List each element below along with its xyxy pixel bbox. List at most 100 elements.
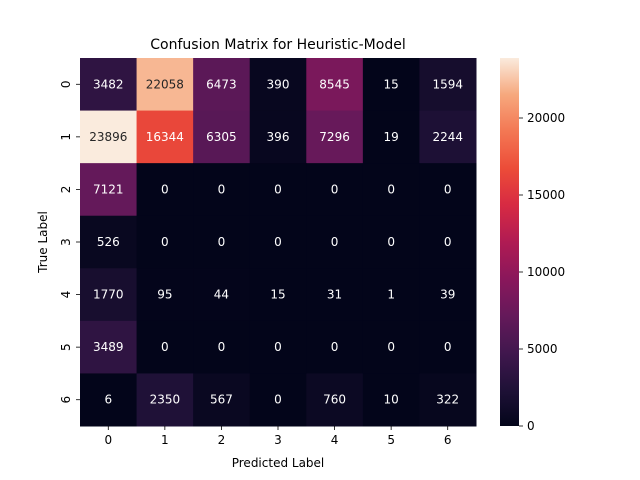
cell-value-5-4: 0 — [331, 340, 339, 354]
heatmap-cell-5-4 — [306, 320, 364, 374]
cell-value-6-1: 2350 — [150, 393, 181, 407]
cell-value-6-6: 322 — [436, 393, 459, 407]
y-tick-label-4: 4 — [59, 291, 73, 299]
heatmap-cell-3-2 — [193, 215, 251, 269]
heatmap-cell-3-6 — [419, 215, 477, 269]
heatmap-cell-1-5 — [362, 110, 420, 164]
cell-value-4-5: 1 — [387, 288, 395, 302]
y-tick-label-2: 2 — [59, 186, 73, 194]
heatmap-cell-0-6 — [419, 58, 477, 112]
cell-value-2-6: 0 — [444, 182, 452, 196]
colorbar-tick-label-2: 10000 — [527, 265, 565, 279]
heatmap-cell-4-1 — [136, 268, 194, 322]
x-axis-ticks: 0 1 2 3 4 5 6 — [104, 426, 452, 447]
heatmap-cell-5-1 — [136, 320, 194, 374]
cell-value-4-0: 1770 — [93, 288, 124, 302]
colorbar-tick-label-4: 20000 — [527, 111, 565, 125]
heatmap-cell-0-5 — [362, 58, 420, 112]
cell-value-6-4: 760 — [323, 393, 346, 407]
cell-value-3-3: 0 — [274, 235, 282, 249]
colorbar: 0 5000 10000 15000 20000 — [500, 58, 565, 433]
heatmap-cell-6-0 — [80, 373, 138, 427]
heatmap-cell-3-4 — [306, 215, 364, 269]
y-axis-label: True Label — [36, 211, 50, 274]
cell-value-6-2: 567 — [210, 393, 233, 407]
chart-title: Confusion Matrix for Heuristic-Model — [150, 37, 405, 53]
cell-value-0-2: 6473 — [206, 77, 237, 91]
cell-value-1-1: 16344 — [146, 130, 184, 144]
heatmap-cell-3-3 — [249, 215, 307, 269]
y-tick-label-3: 3 — [59, 238, 73, 246]
heatmap-cells — [80, 58, 477, 427]
heatmap-cell-3-5 — [362, 215, 420, 269]
cell-value-1-4: 7296 — [319, 130, 350, 144]
heatmap-cell-6-6 — [419, 373, 477, 427]
heatmap-cell-3-0 — [80, 215, 138, 269]
cell-value-3-1: 0 — [161, 235, 169, 249]
y-tick-label-1: 1 — [59, 133, 73, 141]
cell-value-0-0: 3482 — [93, 77, 124, 91]
y-tick-label-0: 0 — [59, 80, 73, 88]
heatmap-cell-4-6 — [419, 268, 477, 322]
cell-value-5-3: 0 — [274, 340, 282, 354]
heatmap-cell-2-6 — [419, 163, 477, 217]
cell-value-6-0: 6 — [104, 393, 112, 407]
heatmap-cell-4-0 — [80, 268, 138, 322]
heatmap-cell-1-6 — [419, 110, 477, 164]
heatmap-cell-1-2 — [193, 110, 251, 164]
heatmap-cell-2-2 — [193, 163, 251, 217]
x-tick-label-1: 1 — [161, 433, 169, 447]
cell-value-5-5: 0 — [387, 340, 395, 354]
y-tick-label-5: 5 — [59, 343, 73, 351]
heatmap-cell-3-1 — [136, 215, 194, 269]
x-axis-label: Predicted Label — [232, 456, 325, 470]
heatmap-cell-0-0 — [80, 58, 138, 112]
cell-value-5-6: 0 — [444, 340, 452, 354]
heatmap-cell-2-4 — [306, 163, 364, 217]
cell-value-4-1: 95 — [157, 288, 172, 302]
cell-value-0-6: 1594 — [432, 77, 463, 91]
cell-value-0-5: 15 — [384, 77, 399, 91]
heatmap-cell-0-1 — [136, 58, 194, 112]
colorbar-tick-label-3: 15000 — [527, 188, 565, 202]
heatmap-cell-5-5 — [362, 320, 420, 374]
heatmap-cell-4-5 — [362, 268, 420, 322]
cell-value-1-2: 6305 — [206, 130, 237, 144]
cell-value-5-1: 0 — [161, 340, 169, 354]
cell-value-3-0: 526 — [97, 235, 120, 249]
heatmap-cell-2-5 — [362, 163, 420, 217]
cell-value-4-3: 15 — [270, 288, 285, 302]
heatmap-cell-4-4 — [306, 268, 364, 322]
heatmap-cell-5-3 — [249, 320, 307, 374]
heatmap-cell-5-2 — [193, 320, 251, 374]
heatmap-cell-6-4 — [306, 373, 364, 427]
y-tick-label-6: 6 — [59, 396, 73, 404]
heatmap-cell-6-2 — [193, 373, 251, 427]
cell-value-5-0: 3489 — [93, 340, 124, 354]
cell-value-1-6: 2244 — [432, 130, 463, 144]
heatmap-cell-2-1 — [136, 163, 194, 217]
cell-value-2-0: 7121 — [93, 182, 124, 196]
x-tick-label-5: 5 — [387, 433, 395, 447]
cell-value-4-6: 39 — [440, 288, 455, 302]
heatmap-cell-2-3 — [249, 163, 307, 217]
cell-value-1-0: 23896 — [89, 130, 127, 144]
cell-value-1-3: 396 — [267, 130, 290, 144]
heatmap-cell-5-0 — [80, 320, 138, 374]
heatmap-cell-4-2 — [193, 268, 251, 322]
cell-value-6-3: 0 — [274, 393, 282, 407]
cell-value-2-2: 0 — [218, 182, 226, 196]
cell-value-6-5: 10 — [384, 393, 399, 407]
cell-value-5-2: 0 — [218, 340, 226, 354]
heatmap-cell-1-1 — [136, 110, 194, 164]
colorbar-tick-label-0: 0 — [527, 419, 535, 433]
heatmap-cell-1-4 — [306, 110, 364, 164]
heatmap-cell-0-3 — [249, 58, 307, 112]
heatmap-cell-6-3 — [249, 373, 307, 427]
cell-value-0-4: 8545 — [319, 77, 350, 91]
cell-value-0-3: 390 — [267, 77, 290, 91]
cell-value-2-3: 0 — [274, 182, 282, 196]
heatmap-cell-1-0 — [80, 110, 138, 164]
cell-value-0-1: 22058 — [146, 77, 184, 91]
